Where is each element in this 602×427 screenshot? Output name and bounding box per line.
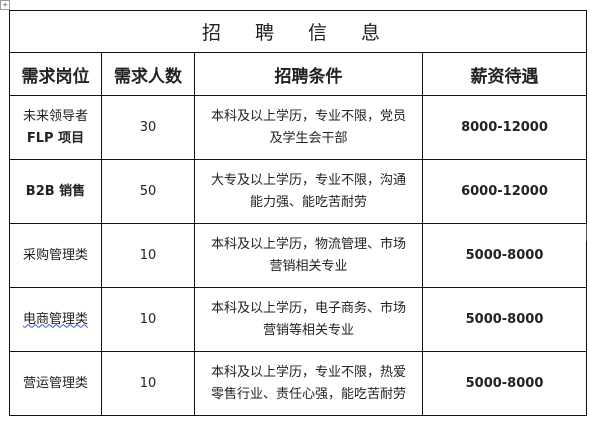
requirements-cell: 大专及以上学历，专业不限，沟通 能力强、能吃苦耐劳 bbox=[194, 159, 423, 224]
requirements-line: 大专及以上学历，专业不限，沟通 bbox=[210, 172, 406, 188]
count-cell: 10 bbox=[101, 351, 195, 416]
requirements-cell: 本科及以上学历，专业不限，热爱 零售行业、责任心强，能吃苦耐劳 bbox=[194, 351, 423, 416]
salary-cell: 6000-12000 bbox=[422, 159, 587, 224]
requirements-line: 本科及以上学历，专业不限，热爱 bbox=[210, 364, 406, 380]
salary-cell: 5000-8000 bbox=[422, 287, 587, 352]
count-cell: 30 bbox=[101, 95, 195, 160]
requirements-line: 营销等相关专业 bbox=[262, 322, 354, 338]
count-cell: 10 bbox=[101, 223, 195, 288]
requirements-line: 零售行业、责任心强，能吃苦耐劳 bbox=[210, 386, 406, 402]
position-cell: 营运管理类 bbox=[9, 351, 102, 416]
position-cell: 采购管理类 bbox=[9, 223, 102, 288]
position-cell: 未来领导者 FLP 项目 bbox=[9, 95, 102, 160]
text-cursor bbox=[586, 224, 587, 241]
table-row: 采购管理类 10 本科及以上学历，物流管理、市场 营销相关专业 5000-8000 bbox=[9, 223, 587, 288]
requirements-cell: 本科及以上学历，电子商务、市场 营销等相关专业 bbox=[194, 287, 423, 352]
header-count: 需求人数 bbox=[101, 52, 195, 96]
position-line: FLP 项目 bbox=[26, 130, 85, 146]
recruitment-table: 招 聘 信 息 需求岗位 需求人数 招聘条件 薪资待遇 未来领导者 FLP 项目 … bbox=[9, 10, 587, 416]
requirements-line: 能力强、能吃苦耐劳 bbox=[249, 194, 367, 210]
header-requirements: 招聘条件 bbox=[194, 52, 423, 96]
requirements-line: 本科及以上学历，专业不限，党员 bbox=[210, 108, 406, 124]
table-row: 营运管理类 10 本科及以上学历，专业不限，热爱 零售行业、责任心强，能吃苦耐劳 … bbox=[9, 351, 587, 416]
position-line: 未来领导者 bbox=[22, 108, 88, 124]
requirements-cell: 本科及以上学历，专业不限，党员 及学生会干部 bbox=[194, 95, 423, 160]
table-row: B2B 销售 50 大专及以上学历，专业不限，沟通 能力强、能吃苦耐劳 6000-… bbox=[9, 159, 587, 224]
position-cell: B2B 销售 bbox=[9, 159, 102, 224]
table-title: 招 聘 信 息 bbox=[9, 10, 587, 53]
position-cell: 电商管理类 bbox=[9, 287, 102, 352]
count-cell: 10 bbox=[101, 287, 195, 352]
salary-cell: 5000-8000 bbox=[422, 351, 587, 416]
requirements-line: 本科及以上学历，物流管理、市场 bbox=[210, 236, 406, 252]
header-position: 需求岗位 bbox=[9, 52, 102, 96]
salary-cell: 5000-8000 bbox=[422, 223, 587, 288]
position-text-spellcheck: 电商管理类 bbox=[22, 311, 88, 327]
requirements-line: 及学生会干部 bbox=[269, 130, 348, 146]
header-salary: 薪资待遇 bbox=[422, 52, 587, 96]
requirements-line: 本科及以上学历，电子商务、市场 bbox=[210, 300, 406, 316]
requirements-cell: 本科及以上学历，物流管理、市场 营销相关专业 bbox=[194, 223, 423, 288]
requirements-line: 营销相关专业 bbox=[269, 258, 348, 274]
salary-cell: 8000-12000 bbox=[422, 95, 587, 160]
table-move-handle-icon[interactable]: + bbox=[0, 0, 10, 10]
count-cell: 50 bbox=[101, 159, 195, 224]
table-row: 电商管理类 10 本科及以上学历，电子商务、市场 营销等相关专业 5000-800… bbox=[9, 287, 587, 352]
table-row: 未来领导者 FLP 项目 30 本科及以上学历，专业不限，党员 及学生会干部 800… bbox=[9, 95, 587, 160]
